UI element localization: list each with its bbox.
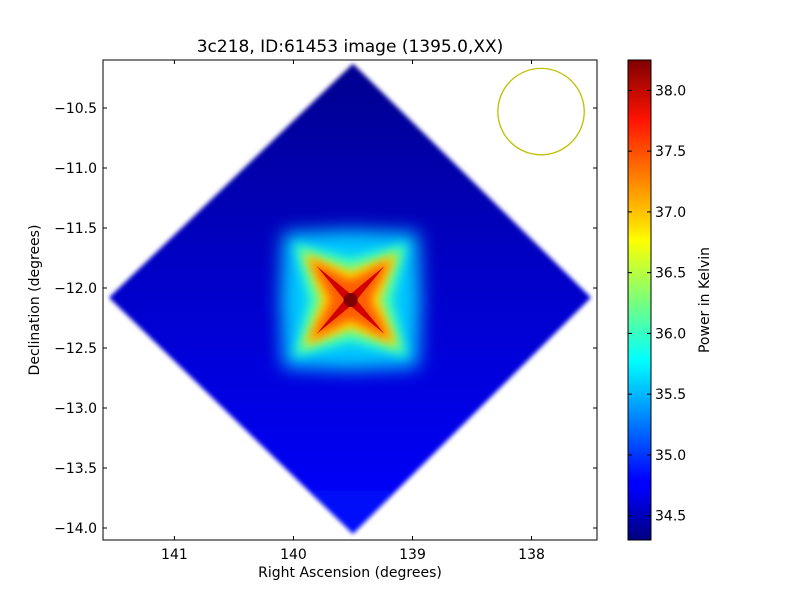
colorbar-ticks: 34.5 35.0 35.5 36.0 36.5 37.0 37.5 38.0 <box>628 83 686 525</box>
y-tick-label: −12.5 <box>54 341 97 357</box>
x-tick-label: 138 <box>518 547 545 563</box>
y-axis: −10.5 −11.0 −11.5 −12.0 −12.5 −13.0 −13.5 −14.0 <box>54 101 597 537</box>
colorbar-tick-label: 35.0 <box>655 448 686 464</box>
y-tick-label: −10.5 <box>54 101 97 117</box>
colorbar-tick-label: 36.0 <box>655 326 686 342</box>
y-axis-label: Declination (degrees) <box>27 225 43 376</box>
colorbar-tick-label: 36.5 <box>655 266 686 282</box>
x-tick-label: 140 <box>280 547 307 563</box>
plot-frame <box>102 59 598 541</box>
y-tick-label: −14.0 <box>54 521 97 537</box>
y-tick-label: −12.0 <box>54 281 97 297</box>
emission-peak <box>343 293 358 307</box>
colorbar: 34.5 35.0 35.5 36.0 36.5 37.0 37.5 38.0 Power i… <box>627 59 713 541</box>
colorbar-gradient <box>627 59 652 541</box>
beam-circle <box>497 67 585 156</box>
heatmap-image <box>108 63 592 534</box>
x-axis: 141 140 139 138 <box>161 60 545 563</box>
x-tick-label: 141 <box>161 547 188 563</box>
colorbar-tick-label: 35.5 <box>655 387 686 403</box>
plot-area <box>108 63 592 534</box>
x-axis-label: Right Ascension (degrees) <box>258 565 442 581</box>
colorbar-tick-label: 34.5 <box>655 509 686 525</box>
colorbar-tick-label: 38.0 <box>655 83 686 99</box>
chart-title: 3c218, ID:61453 image (1395.0,XX) <box>197 37 504 57</box>
colorbar-label: Power in Kelvin <box>697 247 713 353</box>
y-tick-label: −13.5 <box>54 461 97 477</box>
colorbar-tick-label: 37.5 <box>655 144 686 160</box>
colorbar-tick-label: 37.0 <box>655 205 686 221</box>
y-tick-label: −11.5 <box>54 221 97 237</box>
x-tick-label: 139 <box>399 547 426 563</box>
y-tick-label: −13.0 <box>54 401 97 417</box>
y-tick-label: −11.0 <box>54 161 97 177</box>
